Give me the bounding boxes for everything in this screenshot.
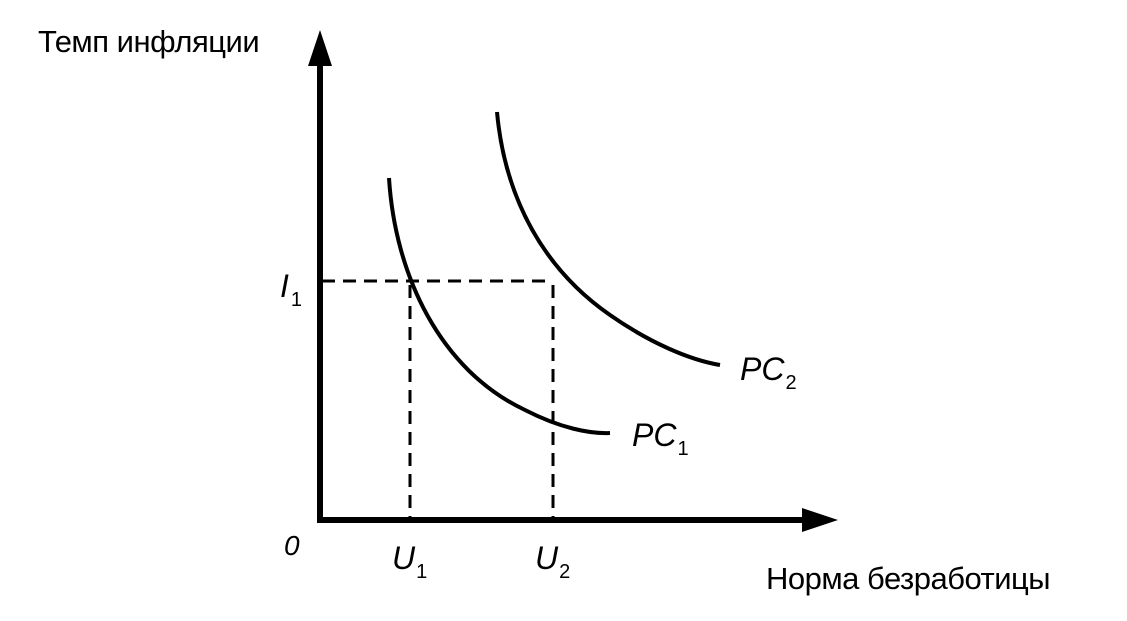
- i1-label-sub: 1: [291, 289, 302, 311]
- x-axis-title: Норма безработицы: [766, 561, 1050, 596]
- pc1-label-sub: 1: [677, 438, 688, 460]
- pc1-label-main: PC: [632, 417, 677, 453]
- u1-label-sub: 1: [416, 561, 427, 583]
- origin-label: 0: [284, 530, 300, 561]
- pc2-label-main: PC: [740, 351, 785, 387]
- pc2-label-sub: 2: [785, 372, 796, 394]
- i1-label-main: I: [280, 268, 289, 304]
- u1-label-main: U: [392, 540, 416, 576]
- u2-label-sub: 2: [559, 561, 570, 583]
- y-axis-arrowhead: [308, 30, 332, 66]
- x-axis-arrowhead: [802, 508, 838, 532]
- pc1-curve: [387, 177, 611, 436]
- pc1-label: PC1: [632, 417, 689, 460]
- pc2-label: PC2: [740, 351, 797, 394]
- y-axis-title: Темп инфляции: [38, 24, 259, 59]
- u1-label: U1: [392, 540, 427, 583]
- pc2-curve: [495, 111, 721, 367]
- u2-label: U2: [535, 540, 570, 583]
- u2-label-main: U: [535, 540, 559, 576]
